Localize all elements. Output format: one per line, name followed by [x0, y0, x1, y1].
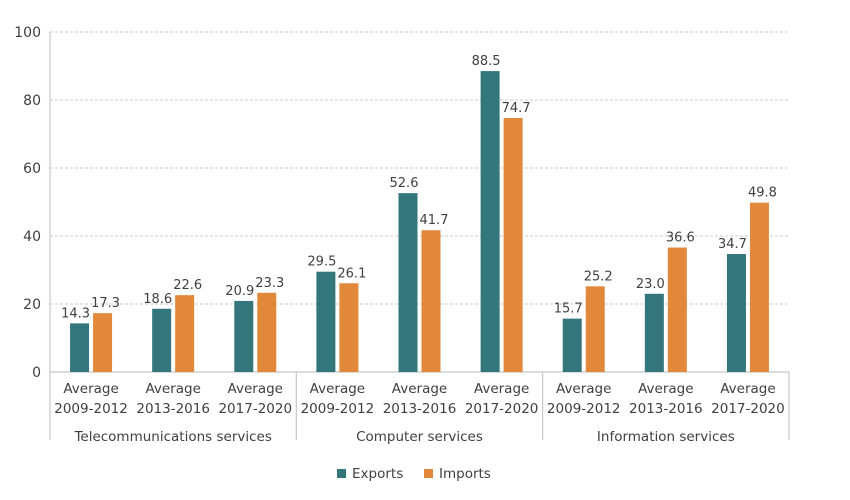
category-label: 2017-2020 [711, 401, 785, 417]
data-label-imports-5: 74.7 [502, 101, 531, 116]
y-tick-label: 40 [23, 229, 41, 245]
category-label: Average [228, 381, 283, 397]
group-label: Telecommunications services [73, 429, 271, 445]
category-label: 2009-2012 [301, 401, 375, 417]
legend-label-exports: Exports [352, 466, 403, 482]
data-label-exports-1: 18.6 [143, 292, 172, 307]
data-label-imports-3: 26.1 [337, 266, 366, 281]
data-label-imports-0: 17.3 [91, 296, 120, 311]
x-axis-category-labels: Average 2009-2012 Average 2013-2016 Average 2… [54, 381, 784, 417]
category-label: Average [392, 381, 447, 397]
data-labels: 14.3 18.6 20.9 29.5 52.6 88.5 15.7 23.0 34.7 17.3… [61, 54, 777, 321]
category-label: Average [474, 381, 529, 397]
data-label-imports-6: 25.2 [584, 269, 613, 284]
bar-exports-2 [234, 300, 254, 372]
y-tick-label: 0 [32, 365, 41, 381]
category-label: Average [310, 381, 365, 397]
bar-imports-3 [339, 283, 359, 372]
category-label: 2017-2020 [465, 401, 539, 417]
y-tick-label: 20 [23, 297, 41, 313]
data-label-imports-2: 23.3 [255, 276, 284, 291]
bar-imports-1 [175, 295, 195, 372]
bar-exports-5 [480, 71, 500, 372]
bar-imports-6 [585, 286, 605, 372]
legend-swatch-exports [337, 469, 346, 478]
bar-exports-3 [316, 271, 336, 372]
legend: Exports Imports [337, 466, 491, 482]
bar-imports-7 [667, 247, 687, 372]
category-label: Average [63, 381, 118, 397]
data-label-exports-7: 23.0 [636, 277, 665, 292]
gridlines [50, 31, 789, 305]
bar-exports-0 [70, 323, 90, 372]
y-tick-label: 80 [23, 93, 41, 109]
data-label-exports-0: 14.3 [61, 306, 90, 321]
category-label: 2013-2016 [383, 401, 457, 417]
bar-imports-4 [421, 230, 441, 372]
group-label: Computer services [356, 429, 483, 445]
y-axis-tick-labels: 0 20 40 60 80 100 [14, 25, 41, 381]
group-label: Information services [597, 429, 735, 445]
data-label-exports-6: 15.7 [554, 302, 583, 317]
data-label-imports-8: 49.8 [748, 186, 777, 201]
category-label: 2009-2012 [547, 401, 621, 417]
bar-imports-0 [93, 313, 113, 372]
legend-label-imports: Imports [439, 466, 491, 482]
category-label: Average [556, 381, 611, 397]
data-label-imports-7: 36.6 [666, 231, 695, 246]
bar-exports-7 [644, 293, 664, 372]
bar-imports-8 [749, 202, 769, 372]
category-label: Average [638, 381, 693, 397]
x-axis-group-labels: Telecommunications services Computer serv… [73, 429, 734, 445]
category-label: 2009-2012 [54, 401, 128, 417]
legend-swatch-imports [424, 469, 433, 478]
data-label-exports-5: 88.5 [472, 54, 501, 69]
category-label: 2013-2016 [629, 401, 703, 417]
data-label-exports-2: 20.9 [225, 284, 254, 299]
y-tick-label: 100 [14, 25, 41, 41]
bar-exports-4 [398, 193, 418, 372]
bar-exports-1 [152, 308, 172, 372]
axes [49, 32, 790, 440]
bars [70, 71, 769, 373]
bar-imports-2 [257, 292, 277, 372]
bar-exports-6 [562, 318, 582, 372]
category-label: Average [145, 381, 200, 397]
data-label-exports-4: 52.6 [390, 176, 419, 191]
bar-imports-5 [503, 118, 523, 373]
data-label-exports-8: 34.7 [718, 237, 747, 252]
category-label: 2013-2016 [136, 401, 210, 417]
category-label: Average [720, 381, 775, 397]
category-label: 2017-2020 [218, 401, 292, 417]
data-label-exports-3: 29.5 [307, 255, 336, 270]
y-tick-label: 60 [23, 161, 41, 177]
data-label-imports-4: 41.7 [420, 213, 449, 228]
data-label-imports-1: 22.6 [173, 278, 202, 293]
bar-exports-8 [726, 254, 746, 372]
